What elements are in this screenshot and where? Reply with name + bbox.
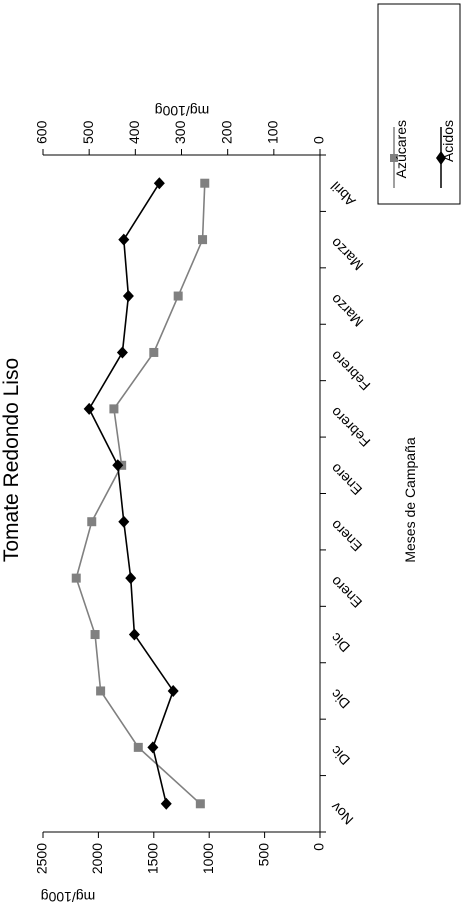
left-axis-tick-label: 2000 [89,843,105,874]
data-point-azucares [96,686,106,696]
legend-item-acidos: Ácidos [436,120,456,188]
data-point-acidos [167,684,179,697]
left-axis-tick-label: 1500 [145,843,161,874]
right-axis-tick-label: 100 [265,120,281,144]
data-point-azucares [173,291,183,301]
right-axis-tick-label: 500 [80,120,96,144]
category-label: Abril [327,178,358,209]
data-point-acidos [122,290,134,303]
legend-frame [377,3,461,205]
series-line-azucares [75,183,206,805]
category-label: Enero [327,460,365,498]
category-label: Enero [327,573,365,611]
left-axis-tick-label: 1000 [200,843,216,874]
legend-azucares-label: Azúcares [393,120,409,178]
category-label: Marzo [327,291,366,330]
category-label: Febrero [327,348,373,394]
data-point-azucares [109,404,119,414]
data-point-acidos [147,741,159,754]
legend-acidos-marker [436,151,446,165]
data-point-acidos [160,797,172,810]
data-point-azucares [71,573,81,583]
category-label: Dic [327,743,353,769]
data-point-azucares [200,178,210,188]
legend-azucares-marker [390,154,398,162]
legend-item-azucares: Azúcares [390,120,409,188]
chart-title: Tomate Redondo Liso [0,358,23,562]
legend-acidos-label: Ácidos [440,120,456,162]
category-label: Febrero [327,404,373,450]
data-point-acidos [153,177,165,190]
data-point-acidos [125,572,137,585]
data-point-azucares [198,235,208,245]
right-axis-tick-label: 200 [218,120,234,144]
left-axis-tick-label: 2500 [34,843,50,874]
left-axis-tick-label: 500 [255,843,271,867]
right-axis-tick-label: 600 [34,120,50,144]
right-axis-title: mg/100g [155,103,209,119]
right-axis-tick-label: 0 [311,136,327,144]
category-label: Nov [327,799,356,828]
data-point-azucares [90,630,100,640]
right-axis-tick-label: 400 [126,120,142,144]
series-line-acidos [88,182,175,804]
plot-area [43,154,321,833]
data-point-azucares [133,742,143,752]
category-label: Marzo [327,235,366,274]
data-point-azucares [149,347,159,357]
category-label: Dic [327,686,353,712]
chart-marks: Nov Dic Dic Dic Enero Enero Enero Febrero Febrer… [34,120,374,874]
left-axis-title: mg/100g [41,889,95,905]
category-label: Enero [327,517,365,555]
x-axis-title: Meses de Campaña [402,437,418,563]
data-point-azucares [87,517,97,527]
right-axis-tick-label: 300 [172,120,188,144]
category-label: Dic [327,630,353,656]
data-point-acidos [83,402,95,415]
data-point-acidos [112,459,124,472]
data-point-azucares [195,799,205,809]
data-point-acidos [116,346,128,359]
left-axis-tick-label: 0 [311,843,327,851]
data-point-acidos [118,515,130,528]
legend: Azúcares Ácidos [377,3,461,205]
data-point-acidos [128,628,140,641]
data-point-acidos [118,233,130,246]
